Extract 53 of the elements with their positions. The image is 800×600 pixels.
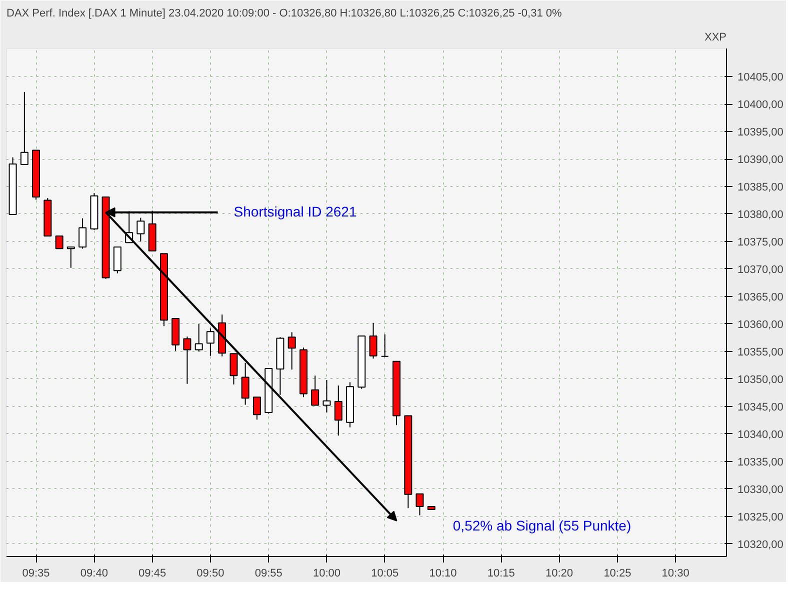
y-tick-label: 10360,00 [738,318,784,331]
candlestick [113,246,122,274]
candlestick [78,218,87,250]
y-tick-label: 10365,00 [738,291,784,304]
annotation: Shortsignal ID 2621 [234,203,357,220]
y-tick-label: 10380,00 [738,208,784,221]
x-tick-label: 10:05 [371,568,399,580]
x-tick-label: 10:25 [604,568,632,580]
y-tick-label: 10400,00 [738,99,784,112]
x-tick-label: 10:15 [487,568,515,580]
candlestick [230,353,238,385]
x-tick-label: 09:35 [22,568,50,580]
candlestick [322,380,331,413]
y-tick-label: 10330,00 [738,484,784,496]
y-tick-label: 10350,00 [738,374,784,386]
x-tick-label: 10:00 [312,568,340,580]
x-tick-label: 09:55 [254,568,282,580]
candlestick [20,91,28,166]
candlestick [194,323,203,352]
candlestick [66,246,75,268]
candlestick [241,362,250,406]
y-axis-title: XXP [704,32,727,44]
y-tick-label: 10345,00 [738,401,784,414]
y-tick-label: 10335,00 [738,456,784,468]
candlestick [183,336,192,384]
candlestick [252,396,261,420]
y-tick-label: 10395,00 [738,126,784,139]
candlestick [55,235,64,250]
candlestick [334,385,342,436]
annotation: 0,52% ab Signal (55 Punkte) [452,518,632,534]
y-tick-label: 10355,00 [738,346,784,358]
candlestick [136,217,145,242]
y-tick-label: 10340,00 [738,428,784,441]
y-tick-label: 10325,00 [738,511,784,524]
y-tick-label: 10405,00 [738,72,784,84]
y-tick-label: 10320,00 [738,538,784,551]
y-tick-label: 10390,00 [738,154,784,166]
x-tick-label: 09:50 [196,568,224,580]
x-tick-label: 09:40 [80,568,108,580]
candlestick [206,328,214,356]
y-tick-label: 10385,00 [738,181,784,194]
x-tick-label: 10:20 [546,568,574,580]
chart-title: DAX Perf. Index [.DAX 1 Minute] 23.04.2020 10:09:00 - O:10326,80 H:10326,80 L:10326,25 C:10326,25 -0,31 0% [6,8,562,20]
candlestick [288,332,296,370]
candlestick [380,334,389,357]
x-tick-label: 10:30 [662,568,690,580]
x-tick-label: 09:45 [138,568,166,580]
y-tick-label: 10370,00 [738,264,784,276]
candlestick [416,493,424,516]
candlestick [311,375,320,406]
x-tick-label: 10:10 [429,568,457,580]
y-tick-label: 10375,00 [738,236,784,248]
candlestick [369,322,378,360]
